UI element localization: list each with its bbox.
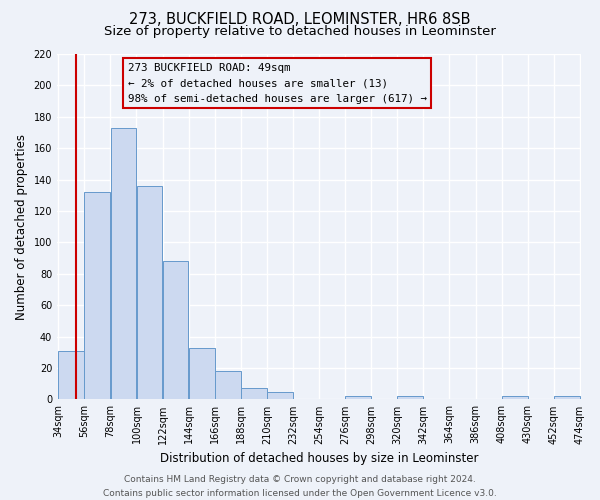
Bar	[215, 371, 241, 400]
Bar	[85, 192, 110, 400]
Text: 273, BUCKFIELD ROAD, LEOMINSTER, HR6 8SB: 273, BUCKFIELD ROAD, LEOMINSTER, HR6 8SB	[129, 12, 471, 28]
Bar	[189, 348, 215, 400]
Bar	[110, 128, 136, 400]
Bar	[137, 186, 163, 400]
Text: Contains HM Land Registry data © Crown copyright and database right 2024.
Contai: Contains HM Land Registry data © Crown c…	[103, 476, 497, 498]
Bar	[267, 392, 293, 400]
Bar	[163, 262, 188, 400]
Bar	[502, 396, 527, 400]
Bar	[346, 396, 371, 400]
Bar	[58, 351, 84, 400]
Bar	[397, 396, 423, 400]
X-axis label: Distribution of detached houses by size in Leominster: Distribution of detached houses by size …	[160, 452, 478, 465]
Text: Size of property relative to detached houses in Leominster: Size of property relative to detached ho…	[104, 25, 496, 38]
Bar	[241, 388, 267, 400]
Text: 273 BUCKFIELD ROAD: 49sqm
← 2% of detached houses are smaller (13)
98% of semi-d: 273 BUCKFIELD ROAD: 49sqm ← 2% of detach…	[128, 62, 427, 104]
Y-axis label: Number of detached properties: Number of detached properties	[15, 134, 28, 320]
Bar	[554, 396, 580, 400]
